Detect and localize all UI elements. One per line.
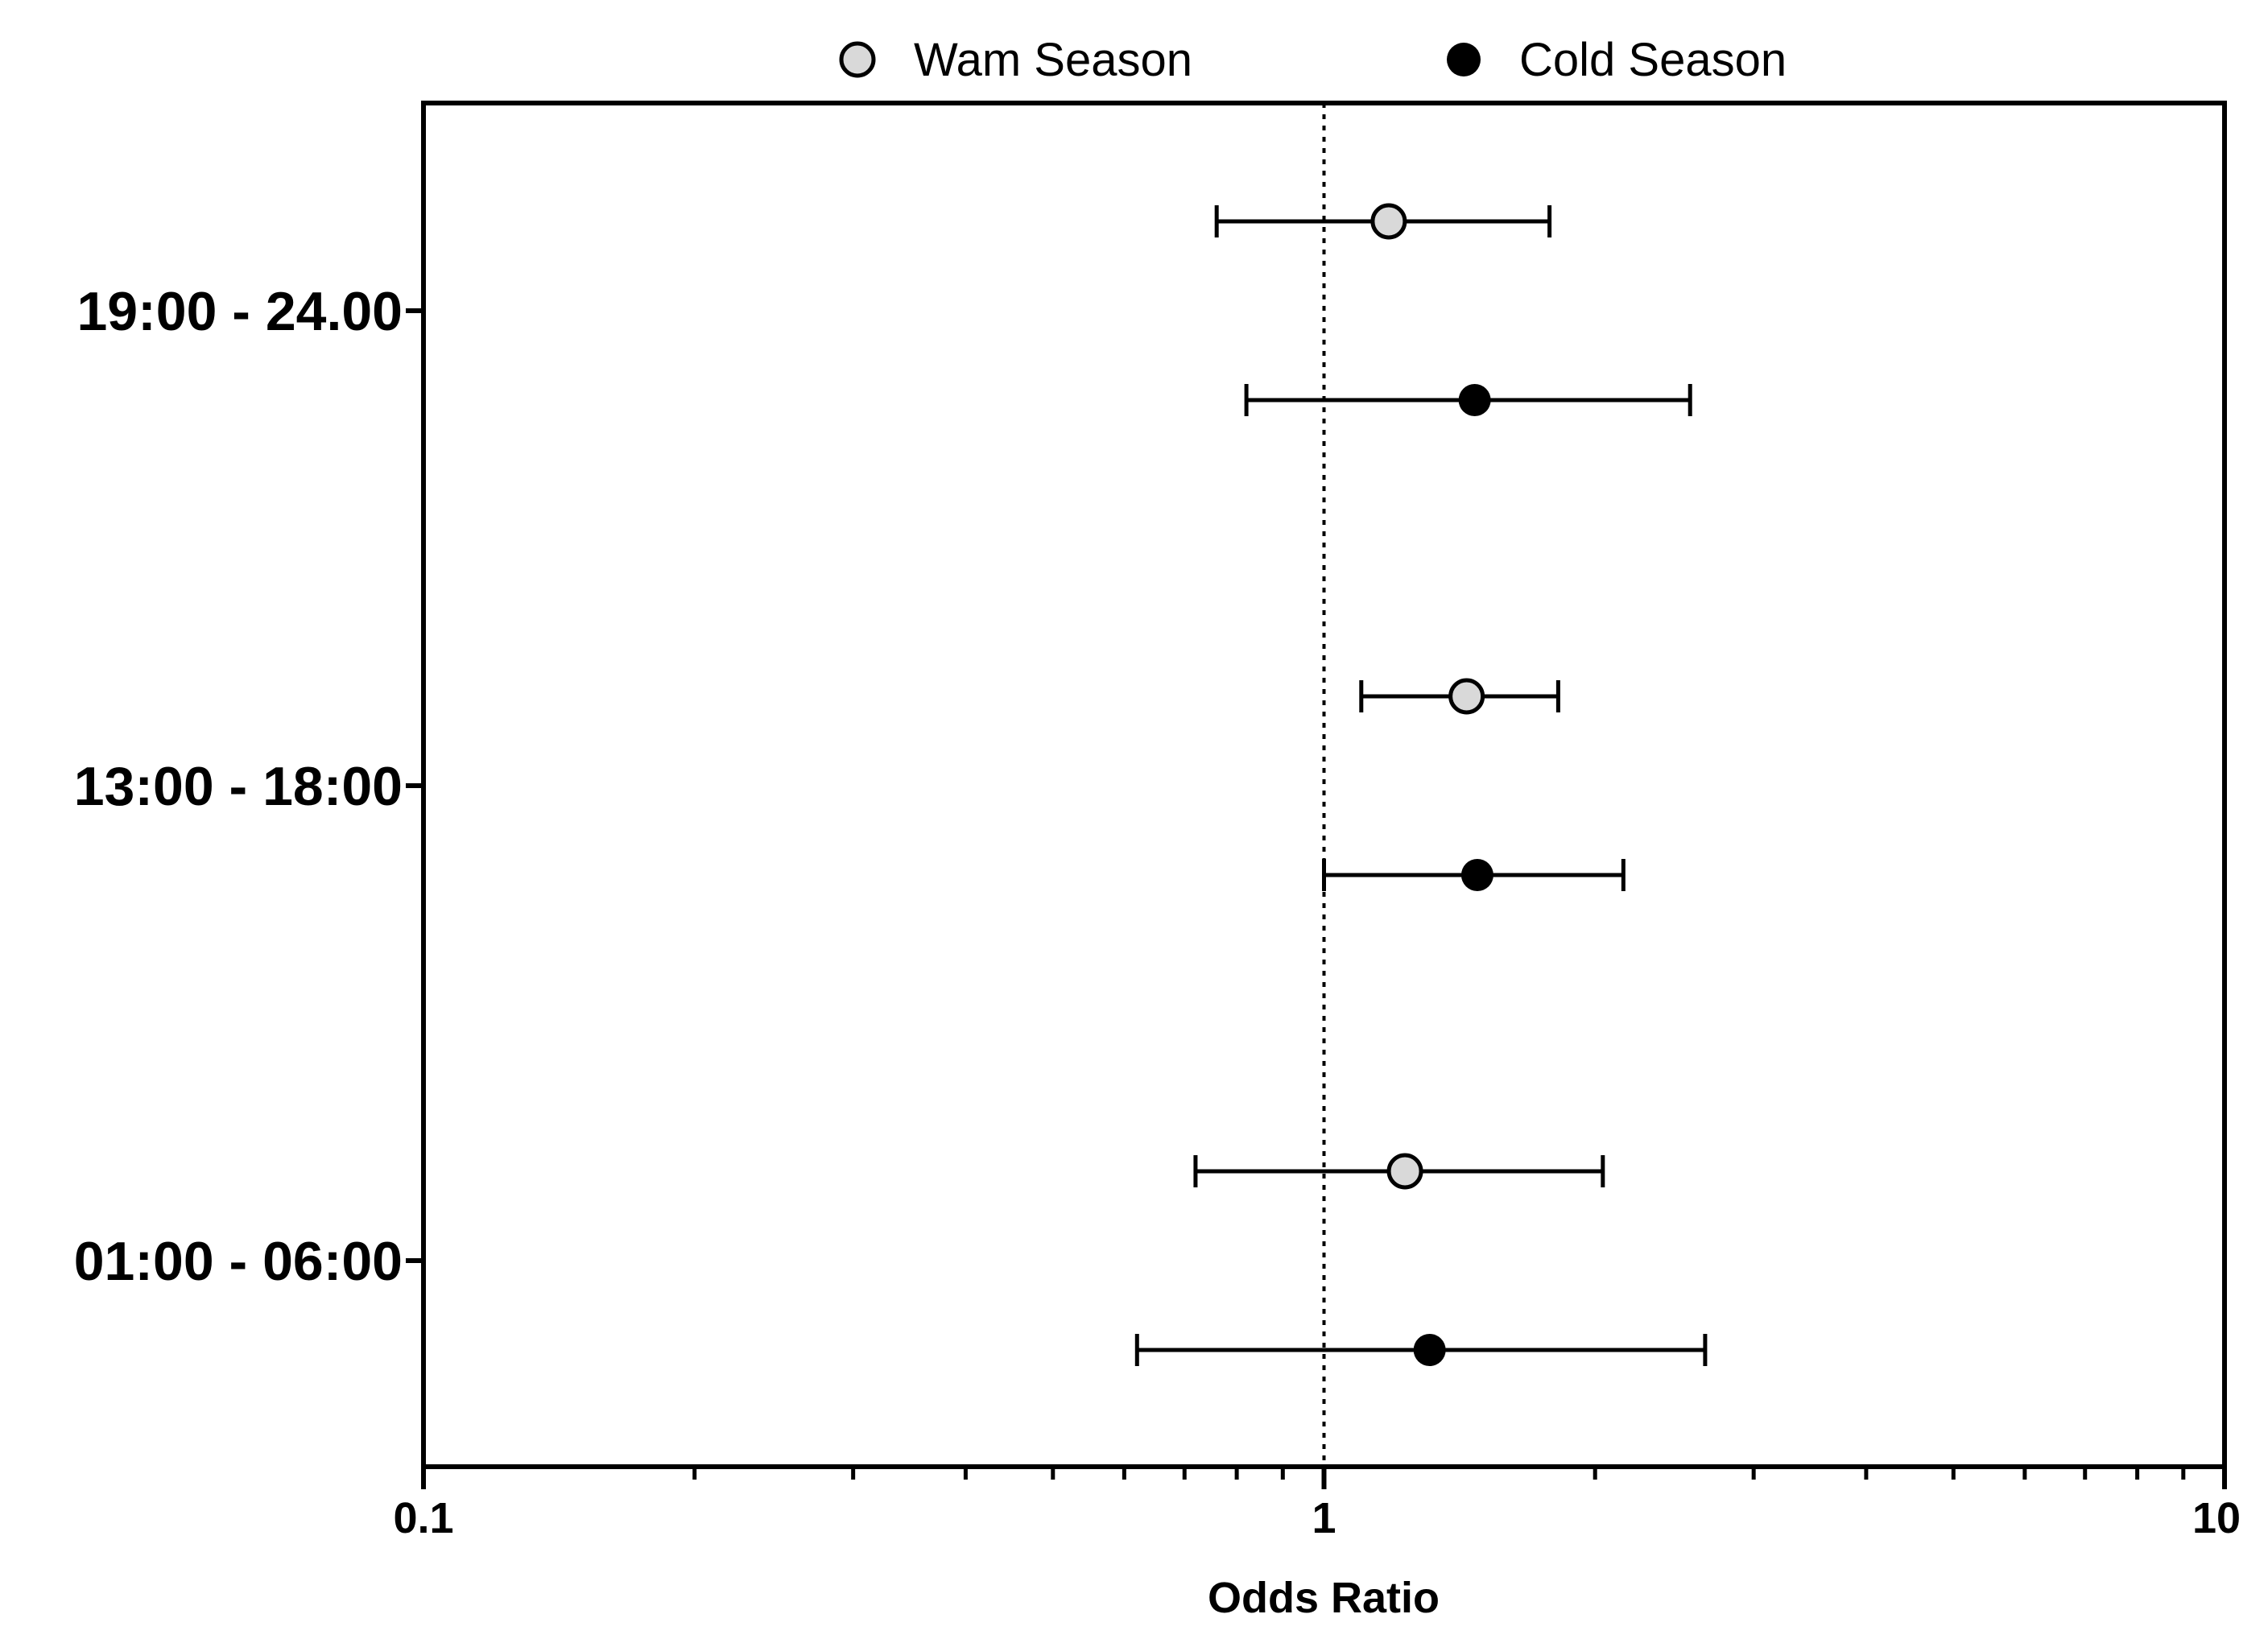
forest-point-cold: [1134, 1334, 1708, 1366]
y-axis-ticks: [406, 308, 423, 1263]
category-label-13-18: 13:00 - 18:00: [74, 756, 403, 817]
forest-point-warm: [1193, 1153, 1605, 1190]
point-marker: [1413, 1334, 1446, 1366]
point-marker: [1386, 1153, 1423, 1190]
x-axis-title: Odds Ratio: [1208, 1574, 1440, 1622]
point-marker: [1460, 859, 1493, 891]
x-axis-major-ticks: [421, 1467, 2227, 1489]
x-tick-label-0.1: 0.1: [393, 1494, 453, 1542]
point-marker: [1448, 678, 1485, 715]
category-label-19-24: 19:00 - 24.00: [76, 281, 403, 342]
forest-point-cold: [1322, 859, 1626, 891]
legend: Wam Season Cold Season: [839, 34, 1787, 86]
forest-point-cold: [1244, 384, 1692, 416]
category-label-01-06: 01:00 - 06:00: [74, 1231, 403, 1292]
legend-label-cold-season: Cold Season: [1519, 34, 1787, 86]
x-tick-label-1: 1: [1312, 1494, 1336, 1542]
x-axis-minor-ticks: [692, 1467, 2186, 1480]
point-marker: [1370, 203, 1407, 240]
legend-label-warm-season: Wam Season: [914, 34, 1192, 86]
forest-point-warm: [1359, 678, 1560, 715]
x-tick-label-10: 10: [2192, 1494, 2241, 1542]
legend-marker-cold-season: [1447, 43, 1481, 76]
data-marks: [1134, 203, 1708, 1366]
legend-marker-warm-season: [839, 41, 876, 78]
forest-point-warm: [1214, 203, 1552, 240]
point-marker: [1458, 384, 1491, 416]
